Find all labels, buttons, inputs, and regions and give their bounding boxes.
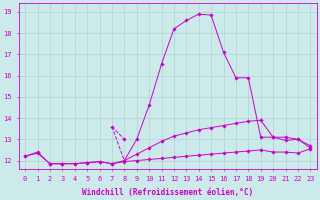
X-axis label: Windchill (Refroidissement éolien,°C): Windchill (Refroidissement éolien,°C) [82, 188, 253, 197]
